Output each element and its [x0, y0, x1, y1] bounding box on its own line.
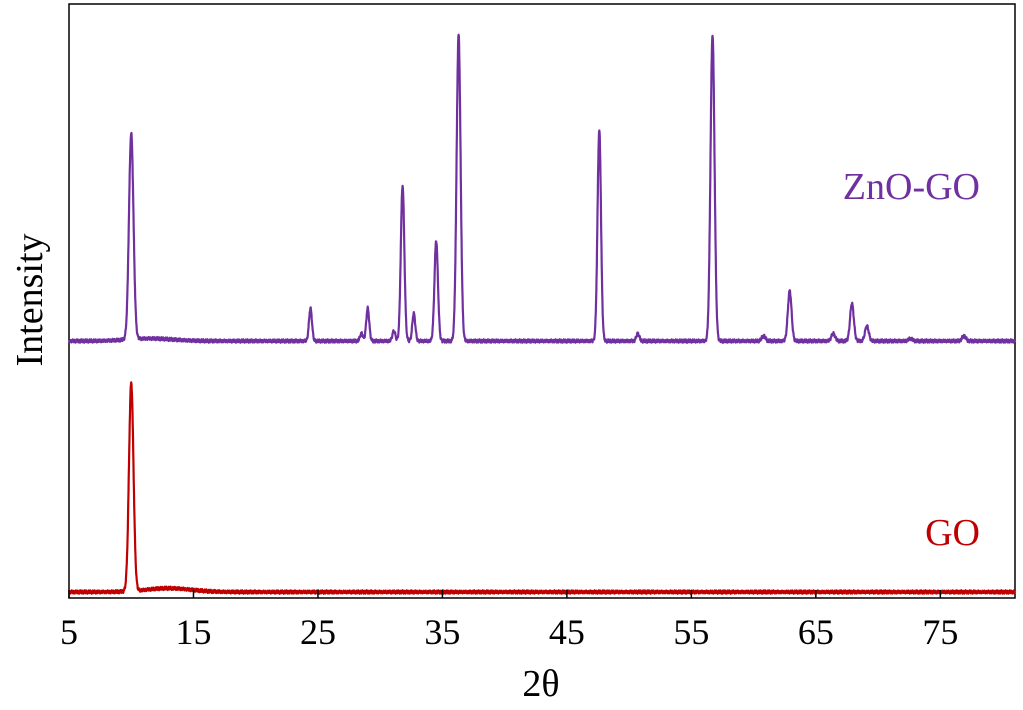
x-tick-label: 45 — [549, 612, 585, 652]
series-label-go: GO — [925, 512, 980, 554]
x-axis-title: 2θ — [522, 663, 559, 705]
x-tick-label: 5 — [60, 612, 78, 652]
series-line-go — [68, 381, 1016, 595]
x-axis-ticks: 5 15 25 35 45 55 65 75 — [60, 590, 958, 652]
x-tick-label: 35 — [424, 612, 460, 652]
x-tick-label: 15 — [175, 612, 211, 652]
series-label-zno-go: ZnO-GO — [843, 166, 980, 208]
y-axis-title: Intensity — [9, 234, 51, 367]
series-layer — [68, 33, 1017, 595]
x-tick-label: 75 — [922, 612, 958, 652]
x-tick-label: 55 — [673, 612, 709, 652]
x-tick-label: 25 — [300, 612, 336, 652]
series-line-zno-go — [68, 33, 1017, 344]
plot-frame — [68, 3, 1016, 599]
x-tick-label: 65 — [798, 612, 834, 652]
